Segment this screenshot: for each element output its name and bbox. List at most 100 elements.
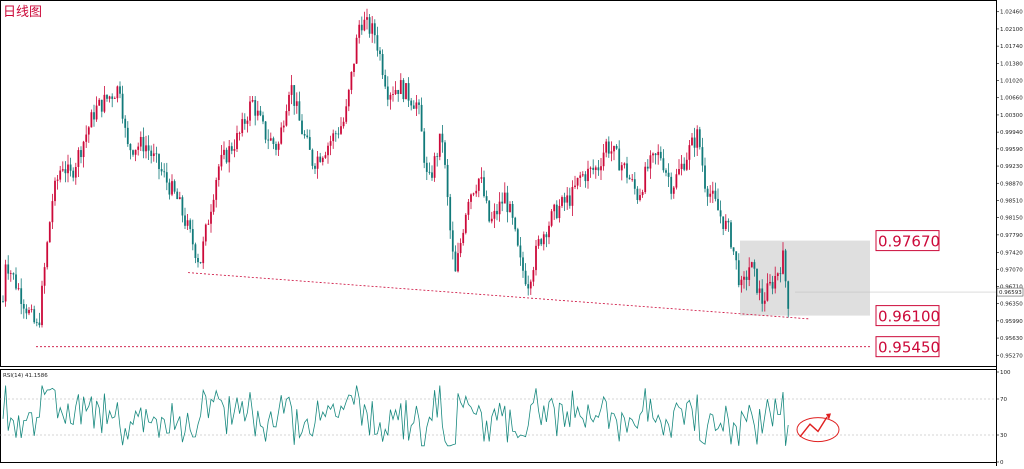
candle-body	[571, 186, 574, 206]
trendline-layer	[36, 272, 870, 348]
candle	[158, 153, 160, 180]
candle-body	[475, 190, 478, 194]
candle-body	[246, 120, 249, 124]
candle-body	[199, 262, 202, 264]
candle	[290, 75, 293, 105]
candle-body	[212, 199, 215, 212]
candle	[706, 185, 709, 206]
candle	[67, 154, 69, 183]
candle-body	[561, 197, 563, 206]
candle	[701, 137, 704, 172]
candle	[449, 193, 452, 239]
candle	[173, 179, 176, 194]
candle	[566, 187, 569, 210]
key-level-label: 0.95450	[875, 336, 940, 358]
candle	[680, 155, 683, 176]
candle-body	[225, 149, 228, 163]
candle	[470, 193, 472, 210]
candle	[600, 158, 602, 180]
candle	[139, 131, 142, 151]
candle	[503, 182, 506, 204]
price-tick-label: 0.96710	[1000, 284, 1023, 290]
candle-body	[418, 102, 420, 105]
price-tick-label: 1.01020	[1000, 79, 1023, 85]
candle	[737, 253, 740, 288]
candle-body	[132, 150, 134, 155]
candle-body	[563, 197, 566, 203]
candle	[776, 272, 779, 281]
candle	[350, 71, 353, 95]
candle-body	[555, 204, 558, 219]
candle-body	[324, 155, 327, 158]
candle-body	[9, 273, 12, 275]
candle	[467, 198, 470, 220]
candle-body	[85, 134, 88, 142]
candle-body	[33, 309, 36, 323]
candle	[688, 139, 691, 170]
candle	[511, 201, 514, 225]
candle-body	[113, 98, 116, 99]
candle	[459, 238, 462, 258]
candle-body	[545, 234, 548, 238]
candle	[696, 125, 699, 157]
candle-body	[358, 24, 361, 38]
candle-body	[280, 127, 283, 144]
candle-body	[379, 50, 381, 55]
candle-body	[371, 23, 374, 34]
candle-body	[774, 275, 777, 289]
candle	[82, 140, 85, 168]
candle	[20, 278, 23, 315]
candle-body	[511, 203, 514, 218]
candle	[342, 117, 345, 129]
candle-body	[477, 178, 480, 191]
candle-body	[184, 215, 186, 226]
candle-body	[392, 94, 394, 95]
candle	[61, 161, 64, 172]
candle-body	[761, 288, 764, 304]
price-tick-label: 0.98870	[1000, 181, 1023, 187]
candle	[171, 174, 173, 197]
candle	[644, 162, 647, 194]
candle	[9, 270, 12, 282]
price-tick-label: 0.95630	[1000, 336, 1023, 342]
candle	[594, 165, 597, 179]
candle-body	[4, 264, 7, 302]
candle	[750, 261, 753, 268]
candle	[420, 97, 423, 132]
candle-body	[680, 163, 683, 169]
candle	[506, 185, 509, 223]
candle-body	[386, 86, 389, 100]
candle	[324, 151, 327, 159]
candle	[615, 144, 618, 150]
candle	[347, 88, 350, 112]
candle	[254, 96, 257, 126]
level-label-text: 0.95450	[878, 339, 940, 357]
candle	[698, 126, 701, 150]
key-level-label: 0.96100	[875, 305, 940, 327]
candle	[2, 295, 4, 303]
candle	[636, 186, 639, 204]
candle-body	[173, 181, 176, 192]
candle	[763, 292, 766, 312]
candle-body	[191, 229, 194, 245]
candle-body	[197, 257, 199, 263]
candle-body	[108, 96, 111, 99]
candle-body	[483, 177, 485, 197]
candle-body	[80, 150, 82, 158]
candle	[709, 185, 712, 203]
candle-body	[496, 210, 498, 215]
candle-body	[420, 104, 423, 132]
candle	[516, 227, 519, 247]
candle-body	[766, 283, 769, 301]
candle	[761, 279, 764, 312]
candle	[116, 85, 119, 103]
price-tick-label: 0.95990	[1000, 319, 1023, 325]
candle	[550, 208, 553, 228]
candle	[103, 85, 106, 114]
candle-body	[665, 170, 667, 173]
candle	[579, 171, 582, 187]
candle	[129, 143, 132, 160]
candle	[184, 207, 186, 230]
candle	[181, 195, 184, 223]
candle-body	[228, 146, 231, 163]
